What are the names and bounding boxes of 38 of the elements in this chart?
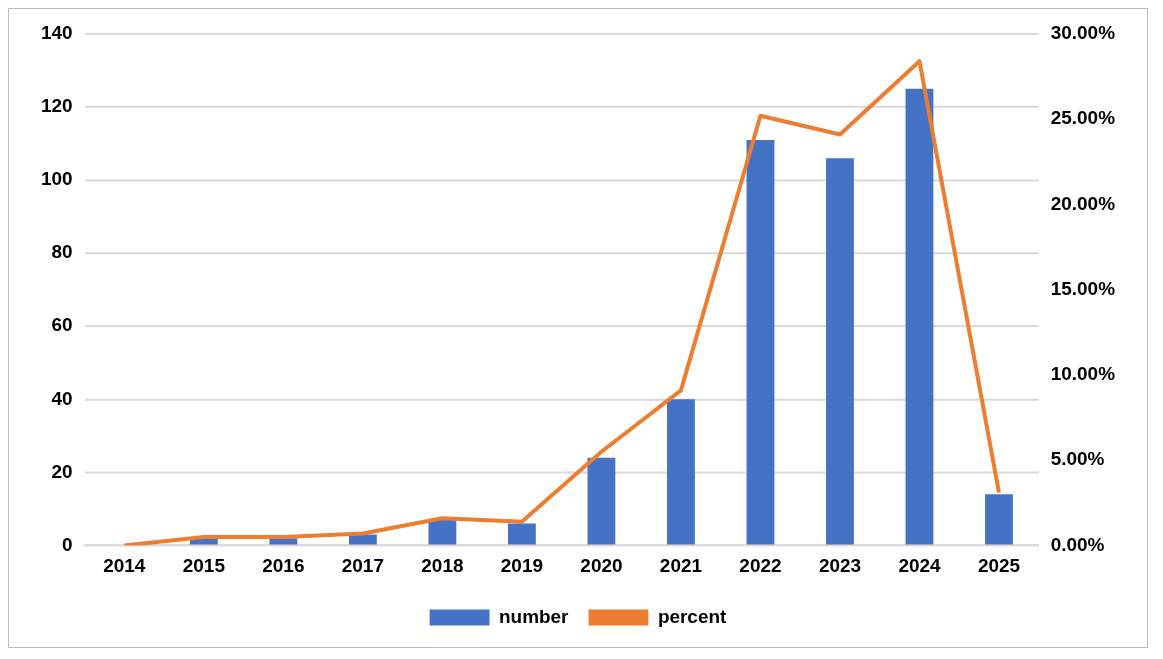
y2-tick-label: 25.00% (1050, 107, 1116, 129)
bar (587, 457, 616, 545)
bar (428, 519, 457, 545)
bar (746, 139, 775, 545)
bar (985, 494, 1013, 545)
bar (348, 534, 377, 545)
x-tick-label: 2018 (421, 555, 464, 577)
y2-tick-label: 5.00% (1050, 448, 1105, 470)
x-tick-label: 2023 (818, 555, 862, 577)
bar (905, 88, 934, 545)
bar (826, 158, 854, 545)
x-tick-label: 2022 (739, 555, 782, 577)
y2-tick-label: 30.00% (1050, 22, 1116, 44)
y-tick-label: 40 (51, 387, 73, 409)
x-tick-label: 2021 (659, 555, 703, 577)
x-tick-label: 2015 (182, 555, 225, 577)
bar (667, 399, 695, 545)
x-tick-label: 2025 (977, 555, 1021, 577)
y-tick-label: 80 (51, 241, 73, 263)
x-tick-label: 2017 (341, 555, 384, 577)
bar (507, 523, 536, 545)
y-tick-label: 60 (51, 314, 73, 336)
y-tick-label: 20 (51, 460, 73, 482)
x-tick-label: 2024 (898, 555, 942, 577)
x-tick-label: 2019 (500, 555, 543, 577)
y2-tick-label: 15.00% (1050, 277, 1116, 299)
legend-label: number (498, 605, 570, 627)
y-tick-label: 140 (40, 22, 73, 44)
x-tick-label: 2014 (103, 555, 146, 577)
y-tick-label: 100 (40, 168, 73, 190)
y-tick-label: 0 (62, 533, 73, 555)
x-tick-label: 2020 (580, 555, 623, 577)
y2-tick-label: 10.00% (1050, 363, 1116, 385)
x-tick-label: 2016 (262, 555, 305, 577)
legend-label: percent (657, 605, 728, 627)
y2-tick-label: 0.00% (1050, 533, 1105, 555)
y2-tick-label: 20.00% (1050, 192, 1116, 214)
y-tick-label: 120 (40, 95, 73, 117)
